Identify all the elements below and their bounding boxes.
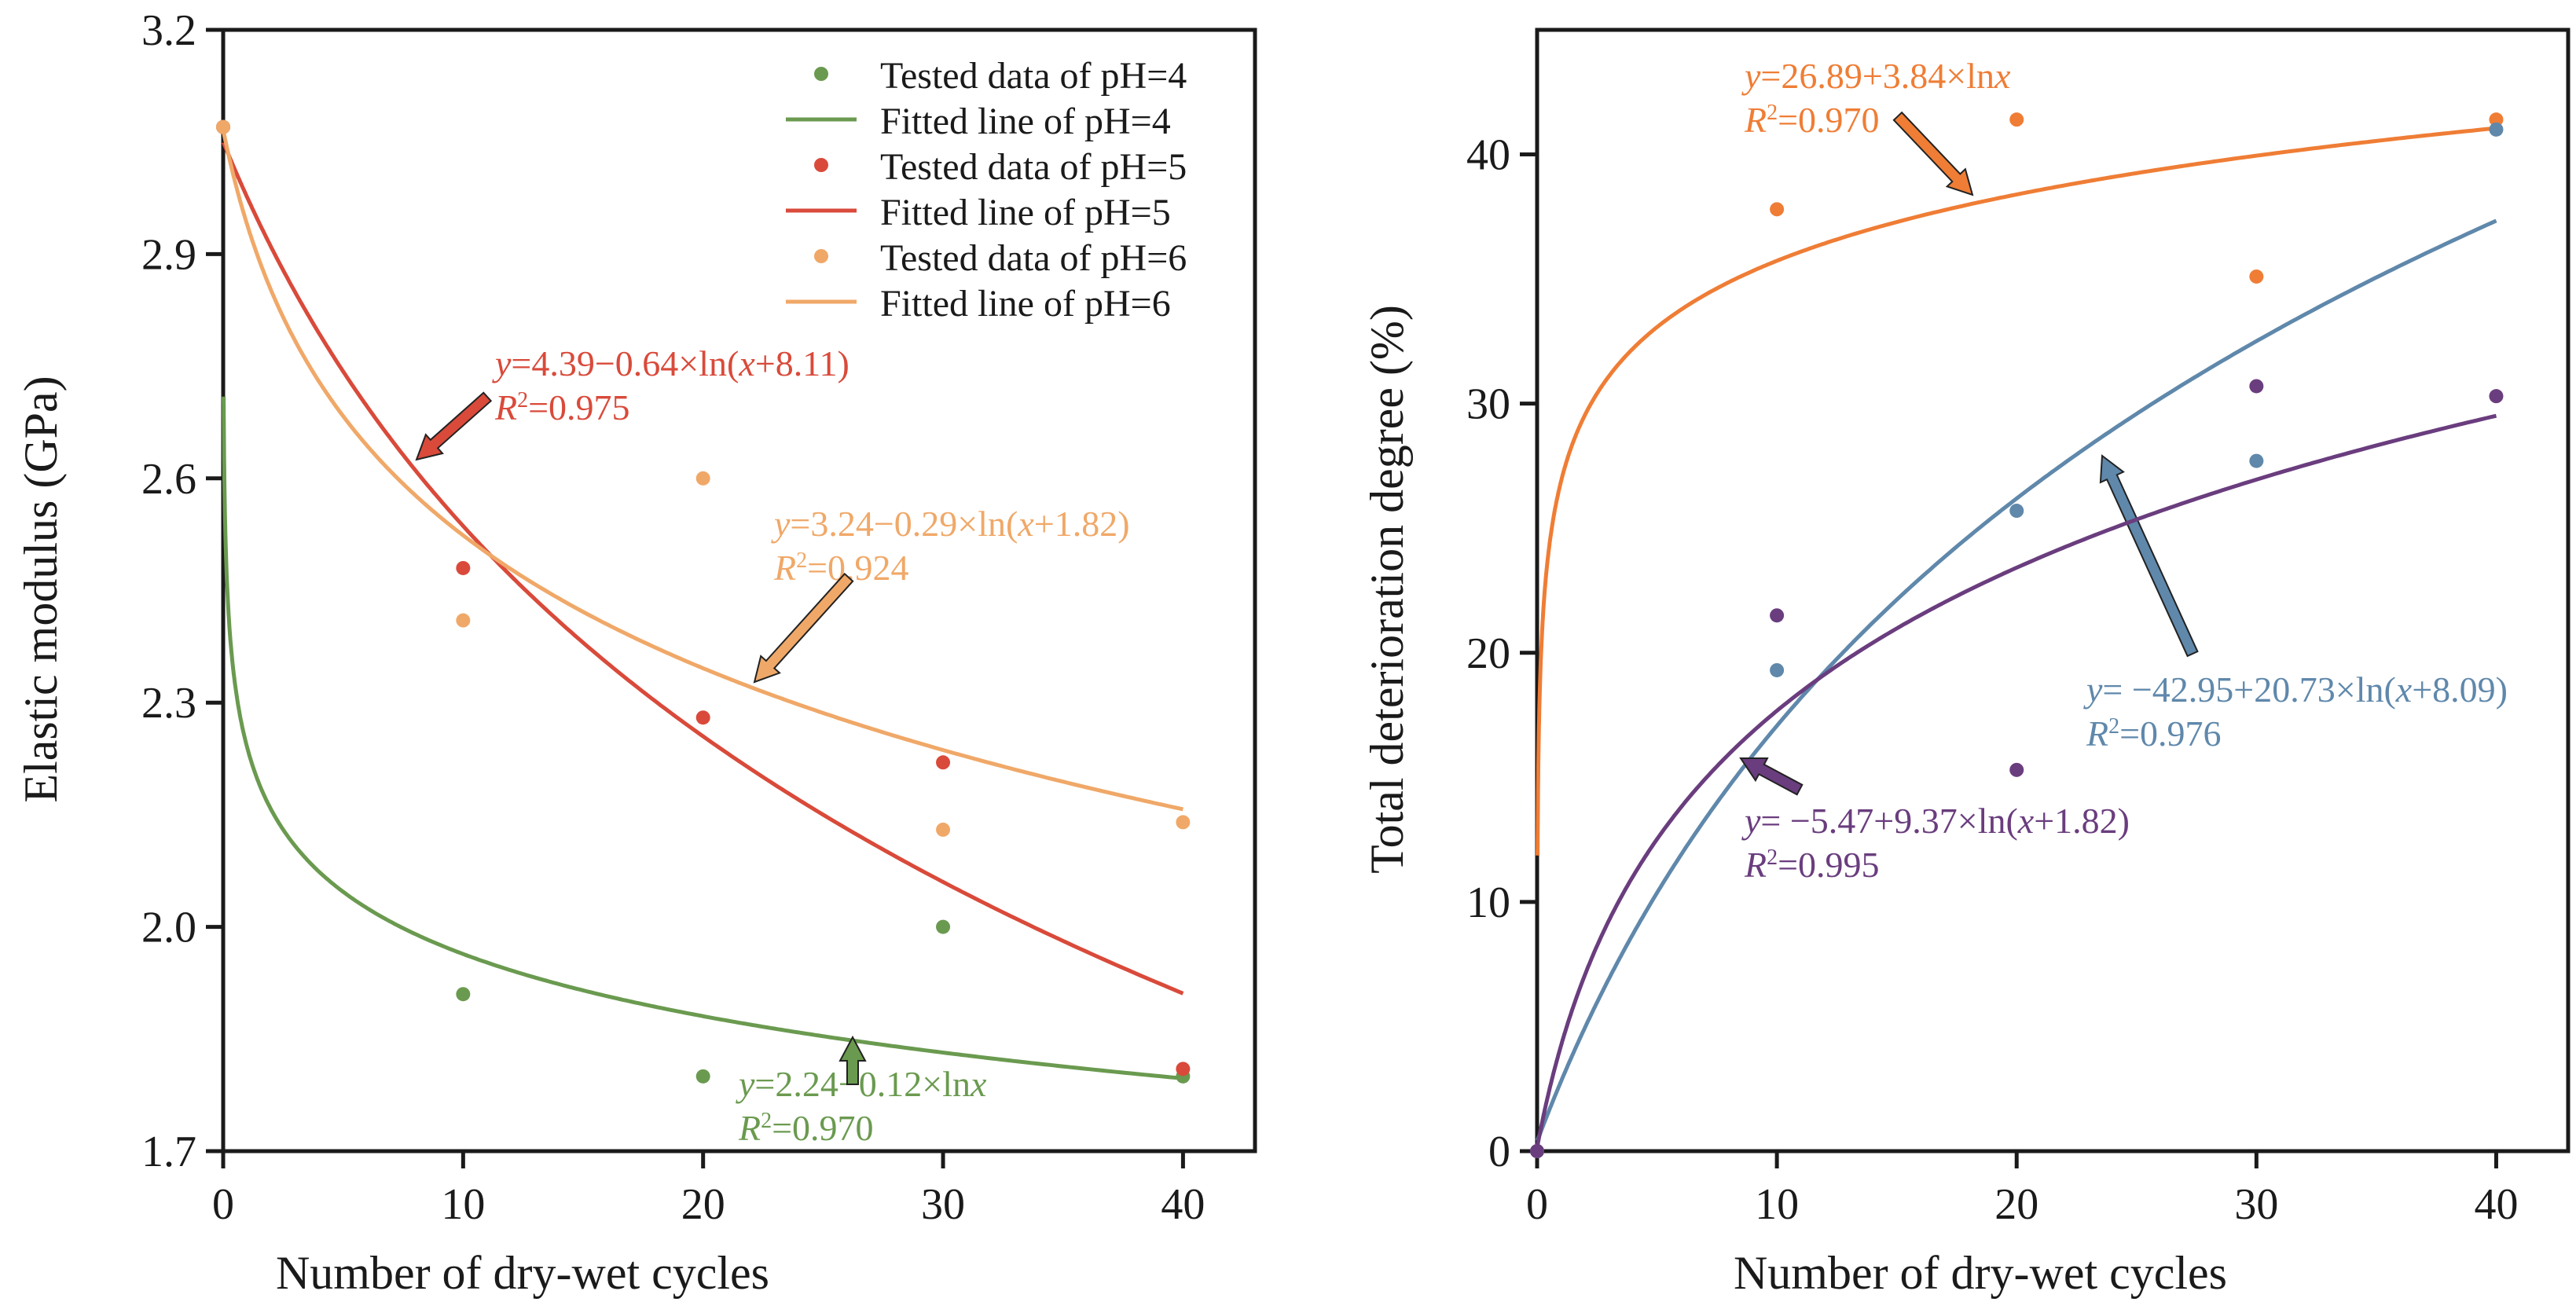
data-point-pH4 bbox=[936, 919, 951, 934]
x-tick-label: 40 bbox=[2474, 1180, 2518, 1229]
data-point-pH6 bbox=[695, 471, 710, 486]
fitted-line-pH4 bbox=[222, 396, 1183, 1080]
x-tick-label: 20 bbox=[681, 1180, 725, 1229]
fit-equation: y=3.24−0.29×ln(x+1.82) bbox=[771, 504, 1130, 544]
legend-label: Tested data of pH=4 bbox=[880, 55, 1187, 97]
elastic-modulus-chart: Elastic modulus (GPa) Number of dry-wet … bbox=[15, 6, 1257, 1299]
y-tick-label: 2.6 bbox=[141, 455, 196, 504]
data-point-pH4 bbox=[2009, 112, 2024, 127]
fitted-line-pH6 bbox=[1536, 413, 2497, 1146]
x-tick-label: 10 bbox=[1755, 1180, 1799, 1229]
fit-r-squared: R2=0.995 bbox=[1744, 845, 1880, 885]
data-point-pH5 bbox=[2489, 122, 2504, 137]
data-point-pH5 bbox=[936, 755, 951, 770]
data-point-pH6 bbox=[216, 119, 230, 134]
fit-equation: y= −42.95+20.73×ln(x+8.09) bbox=[2083, 669, 2508, 710]
x-tick-label: 30 bbox=[2234, 1180, 2278, 1229]
arrow-icon bbox=[415, 391, 493, 461]
fitted-line-pH5 bbox=[1536, 218, 2497, 1142]
legend-label: Fitted line of pH=5 bbox=[880, 192, 1171, 233]
fit-r-squared: R2=0.924 bbox=[773, 548, 909, 588]
x-axis-label: Number of dry-wet cycles bbox=[276, 1247, 769, 1299]
legend-label: Fitted line of pH=6 bbox=[880, 283, 1171, 325]
fit-equation: y= −5.47+9.37×ln(x+1.82) bbox=[1741, 801, 2130, 841]
arrow-icon bbox=[1892, 111, 1974, 196]
data-point-pH6 bbox=[1530, 1144, 1544, 1158]
data-point-pH4 bbox=[2489, 112, 2504, 127]
data-point-pH6 bbox=[2489, 389, 2504, 404]
data-point-pH5 bbox=[1770, 662, 1785, 677]
legend-label: Fitted line of pH=4 bbox=[880, 101, 1171, 142]
data-point-pH6 bbox=[1770, 608, 1785, 623]
data-point-pH5 bbox=[1176, 1062, 1191, 1076]
fit-r-squared: R2=0.976 bbox=[2086, 713, 2222, 754]
fit-r-squared: R2=0.970 bbox=[1744, 100, 1880, 140]
x-tick-label: 10 bbox=[441, 1180, 485, 1229]
y-tick-label: 1.7 bbox=[141, 1128, 196, 1176]
fitted-line-pH6 bbox=[222, 131, 1183, 812]
data-point-pH4 bbox=[456, 987, 471, 1002]
y-tick-label: 2.9 bbox=[141, 230, 196, 279]
arrow-icon bbox=[2099, 454, 2199, 658]
arrow-icon bbox=[838, 1035, 867, 1085]
arrow-icon bbox=[1739, 757, 1804, 796]
data-point-pH5 bbox=[456, 560, 471, 575]
fit-r-squared: R2=0.970 bbox=[738, 1108, 874, 1148]
y-tick-label: 20 bbox=[1466, 629, 1510, 678]
data-point-pH5 bbox=[2249, 453, 2264, 468]
data-point-pH6 bbox=[456, 613, 471, 628]
arrow-icon bbox=[753, 572, 854, 684]
y-axis-label: Total deterioration degree (%) bbox=[1361, 305, 1413, 874]
data-point-pH6 bbox=[2009, 762, 2024, 777]
x-tick-label: 0 bbox=[212, 1180, 234, 1229]
y-tick-label: 2.3 bbox=[141, 679, 196, 728]
data-point-pH6 bbox=[1176, 815, 1191, 830]
fit-equation: y=26.89+3.84×lnx bbox=[1741, 56, 2011, 96]
data-point-pH5 bbox=[695, 710, 710, 725]
y-tick-label: 30 bbox=[1466, 380, 1510, 429]
legend-marker-point bbox=[814, 67, 828, 81]
data-point-pH4 bbox=[2249, 269, 2264, 284]
y-tick-label: 0 bbox=[1488, 1128, 1510, 1176]
legend-label: Tested data of pH=6 bbox=[880, 237, 1187, 279]
y-tick-label: 3.2 bbox=[141, 6, 196, 55]
x-tick-label: 40 bbox=[1161, 1180, 1205, 1229]
y-tick-label: 10 bbox=[1466, 878, 1510, 927]
fitted-line-pH5 bbox=[222, 141, 1184, 996]
data-point-pH4 bbox=[695, 1069, 710, 1084]
plot-frame bbox=[221, 28, 1257, 1153]
x-tick-label: 20 bbox=[1994, 1180, 2038, 1229]
y-tick-label: 40 bbox=[1466, 131, 1510, 180]
legend-label: Tested data of pH=5 bbox=[880, 146, 1187, 188]
y-tick-label: 2.0 bbox=[141, 904, 196, 952]
fitted-line-pH4 bbox=[1536, 126, 2497, 856]
data-point-pH6 bbox=[2249, 379, 2264, 394]
legend-marker-point bbox=[814, 249, 828, 263]
x-tick-label: 30 bbox=[921, 1180, 965, 1229]
fit-equation: y=2.24−0.12×lnx bbox=[736, 1064, 987, 1104]
data-point-pH4 bbox=[1770, 202, 1785, 217]
legend-marker-point bbox=[814, 158, 828, 172]
x-tick-label: 0 bbox=[1526, 1180, 1548, 1229]
plot-frame bbox=[1535, 28, 2570, 1153]
x-axis-label: Number of dry-wet cycles bbox=[1734, 1247, 2227, 1299]
data-point-pH5 bbox=[2009, 504, 2024, 519]
fit-r-squared: R2=0.975 bbox=[494, 387, 630, 427]
data-point-pH6 bbox=[936, 822, 951, 837]
fit-equation: y=4.39−0.64×ln(x+8.11) bbox=[492, 343, 849, 383]
y-axis-label: Elastic modulus (GPa) bbox=[15, 376, 67, 802]
deterioration-degree-chart: Total deterioration degree (%) Number of… bbox=[1361, 28, 2570, 1299]
